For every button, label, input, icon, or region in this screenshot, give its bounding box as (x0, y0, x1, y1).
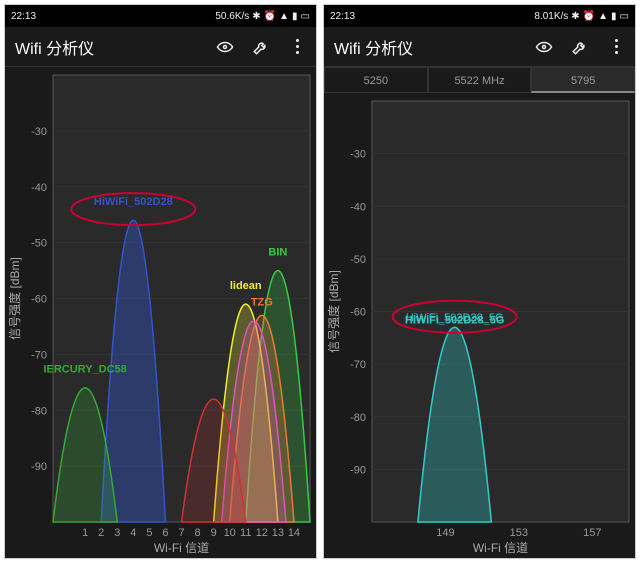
svg-text:5: 5 (146, 527, 152, 539)
svg-text:HiWiFi_502D28_5G: HiWiFi_502D28_5G (406, 312, 504, 324)
svg-text:-80: -80 (31, 405, 47, 417)
bluetooth-icon: ✱ (571, 11, 579, 22)
freq-tab[interactable]: 5795 (531, 67, 635, 93)
phone-left: 22:13 50.6K/s ✱ ⏰ ▲ ▮ ▭ Wifi 分析仪 -30 -40 -… (4, 4, 317, 559)
signal-icon: ▮ (292, 11, 298, 22)
eye-icon[interactable] (216, 38, 234, 56)
chart-5g: -30 -40 -50 -60 -70 -80 -90 149 153 157 信号强度 [dBm]… (324, 93, 635, 558)
svg-text:-30: -30 (31, 126, 47, 138)
svg-text:lidean: lidean (230, 280, 262, 292)
svg-text:1: 1 (82, 527, 88, 539)
svg-text:-70: -70 (350, 359, 366, 371)
svg-text:-80: -80 (350, 412, 366, 424)
svg-text:-40: -40 (350, 201, 366, 213)
svg-text:9: 9 (211, 527, 217, 539)
svg-text:HiWiFi_502D28: HiWiFi_502D28 (94, 196, 173, 208)
signal-icon: ▮ (611, 11, 617, 22)
wrench-icon[interactable] (571, 38, 589, 56)
phone-right: 22:13 8.01K/s ✱ ⏰ ▲ ▮ ▭ Wifi 分析仪 5250552… (323, 4, 636, 559)
svg-text:2: 2 (98, 527, 104, 539)
svg-text:-70: -70 (31, 349, 47, 361)
eye-icon[interactable] (535, 38, 553, 56)
svg-text:-60: -60 (350, 307, 366, 319)
freq-tab[interactable]: 5522 MHz (428, 67, 532, 93)
svg-text:4: 4 (130, 527, 136, 539)
svg-text:IERCURY_DC58: IERCURY_DC58 (43, 364, 126, 376)
svg-text:153: 153 (510, 527, 528, 539)
svg-text:149: 149 (436, 527, 454, 539)
freq-tab[interactable]: 5250 (324, 67, 428, 93)
chart-2g: -30-40-50-60-70-80-901234567891011121314… (5, 67, 316, 558)
app-title: Wifi 分析仪 (334, 35, 535, 59)
svg-text:-40: -40 (31, 182, 47, 194)
wrench-icon[interactable] (252, 38, 270, 56)
svg-text:-50: -50 (31, 238, 47, 250)
status-net: 50.6K/s (215, 11, 249, 22)
wifi-icon: ▲ (598, 11, 608, 22)
battery-icon: ▭ (301, 11, 310, 22)
svg-text:Wi-Fi 信道: Wi-Fi 信道 (473, 541, 528, 555)
app-bar: Wifi 分析仪 (5, 27, 316, 67)
svg-text:13: 13 (272, 527, 284, 539)
svg-text:-60: -60 (31, 294, 47, 306)
status-net: 8.01K/s (534, 11, 568, 22)
svg-text:Wi-Fi 信道: Wi-Fi 信道 (154, 541, 209, 555)
svg-text:TZG: TZG (251, 297, 273, 309)
status-time: 22:13 (330, 11, 355, 22)
overflow-menu-icon[interactable] (288, 38, 306, 56)
svg-text:12: 12 (256, 527, 268, 539)
wifi-icon: ▲ (279, 11, 289, 22)
svg-text:10: 10 (224, 527, 236, 539)
app-title: Wifi 分析仪 (15, 35, 216, 59)
svg-text:BIN: BIN (268, 246, 287, 258)
status-bar: 22:13 50.6K/s ✱ ⏰ ▲ ▮ ▭ (5, 5, 316, 27)
svg-text:3: 3 (114, 527, 120, 539)
alarm-icon: ⏰ (264, 11, 276, 22)
svg-text:-50: -50 (350, 254, 366, 266)
app-bar: Wifi 分析仪 (324, 27, 635, 67)
alarm-icon: ⏰ (583, 11, 595, 22)
svg-text:11: 11 (240, 527, 251, 539)
svg-text:7: 7 (178, 527, 184, 539)
battery-icon: ▭ (620, 11, 629, 22)
svg-text:8: 8 (195, 527, 201, 539)
svg-text:信号强度 [dBm]: 信号强度 [dBm] (7, 257, 22, 340)
svg-text:信号强度 [dBm]: 信号强度 [dBm] (326, 270, 341, 353)
status-bar: 22:13 8.01K/s ✱ ⏰ ▲ ▮ ▭ (324, 5, 635, 27)
svg-text:157: 157 (583, 527, 601, 539)
freq-tabs: 52505522 MHz5795 (324, 67, 635, 93)
svg-text:-90: -90 (350, 464, 366, 476)
overflow-menu-icon[interactable] (607, 38, 625, 56)
status-time: 22:13 (11, 11, 36, 22)
svg-text:14: 14 (288, 527, 300, 539)
svg-text:-90: -90 (31, 461, 47, 473)
svg-text:-30: -30 (350, 149, 366, 161)
svg-text:6: 6 (162, 527, 168, 539)
bluetooth-icon: ✱ (252, 11, 260, 22)
